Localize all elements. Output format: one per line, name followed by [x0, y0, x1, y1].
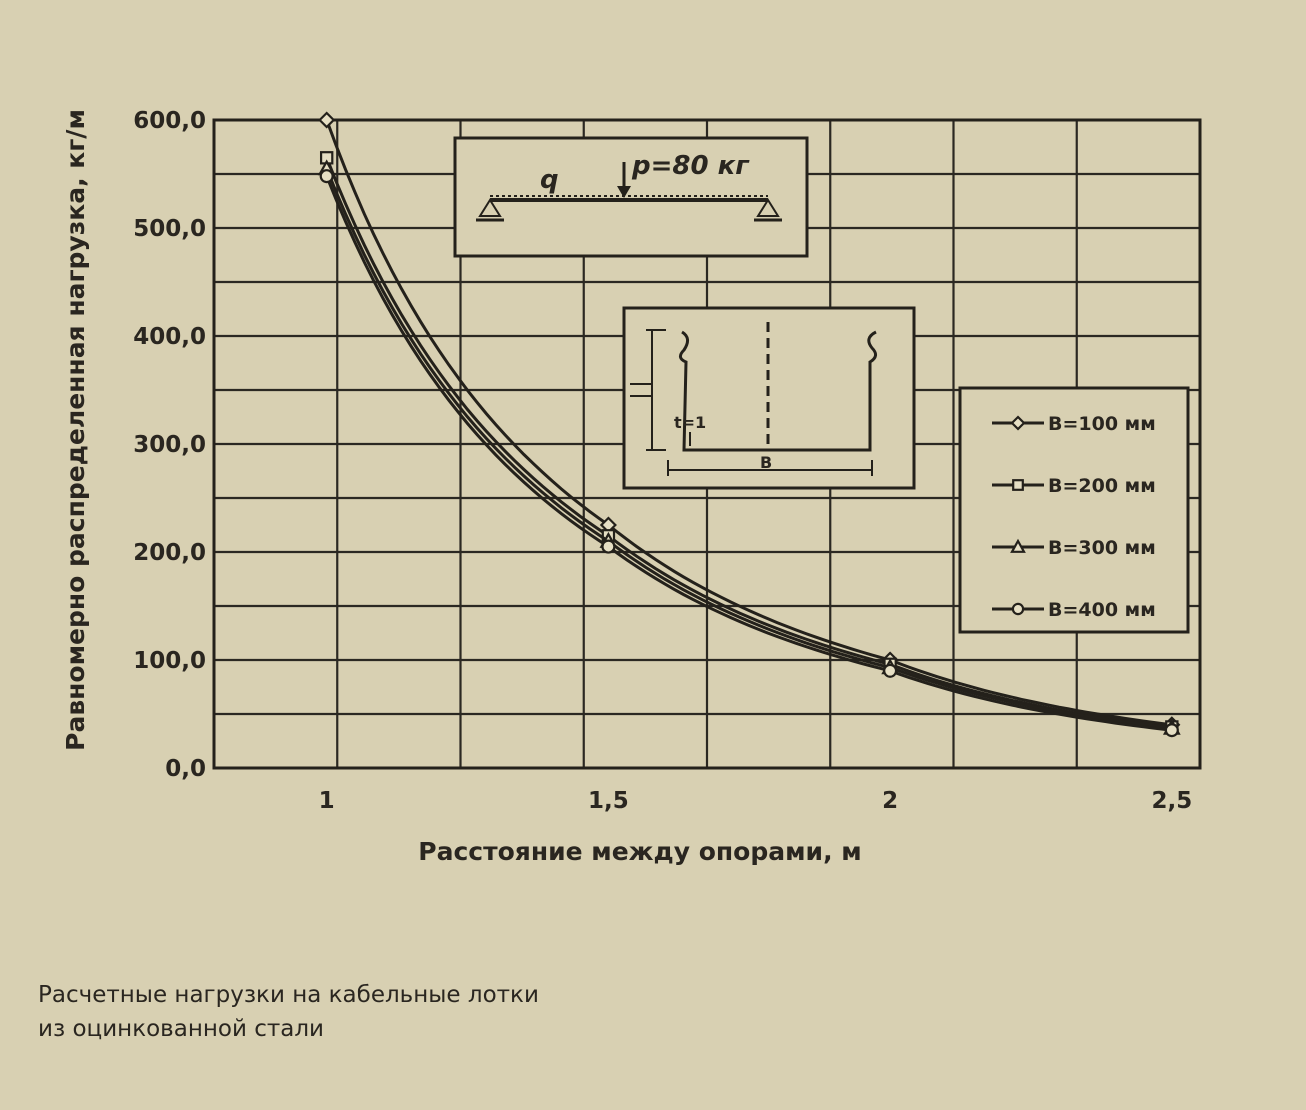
y-axis-title: Равномерно распределенная нагрузка, кг/м: [61, 109, 90, 751]
y-tick-label: 200,0: [133, 540, 206, 566]
legend-item: B=300 мм: [992, 537, 1156, 559]
data-point-marker: [1010, 415, 1026, 431]
data-point-marker: [1164, 723, 1179, 738]
y-axis: 0,0 100,0 200,0 300,0 400,0 500,0 600,0: [133, 108, 206, 782]
y-tick-label: 0,0: [165, 756, 206, 782]
data-point-marker: [601, 539, 616, 554]
legend-label: B=300 мм: [1048, 537, 1156, 559]
data-point-marker: [318, 111, 336, 129]
y-tick-label: 400,0: [133, 324, 206, 350]
series-layer: [317, 111, 1181, 738]
legend-item: B=400 мм: [992, 599, 1156, 621]
series-circle: [319, 169, 1179, 738]
x-tick-label: 1,5: [588, 788, 629, 814]
y-tick-label: 600,0: [133, 108, 206, 134]
tray-profile-icon: [679, 330, 877, 452]
x-axis-title: Расстояние между опорами, м: [418, 837, 861, 866]
p-label: p=80 кг: [631, 151, 750, 181]
thickness-label: t=1: [674, 413, 706, 432]
x-tick-label: 1: [319, 788, 335, 814]
right-support-icon: [756, 198, 780, 217]
y-tick-label: 500,0: [133, 216, 206, 242]
data-point-marker: [1012, 479, 1024, 491]
legend-label: B=200 мм: [1048, 475, 1156, 497]
x-tick-label: 2,5: [1151, 788, 1192, 814]
series-line: [325, 168, 1172, 730]
q-label: q: [540, 165, 559, 195]
point-load-arrowhead: [617, 186, 631, 198]
series-line: [325, 157, 1172, 729]
left-support-icon: [478, 198, 502, 217]
data-point-marker: [883, 663, 898, 678]
plot-frame: [212, 118, 1202, 770]
caption-line-2: из оцинкованной стали: [38, 1016, 325, 1042]
legend-label: B=100 мм: [1048, 413, 1156, 435]
data-point-marker: [319, 169, 334, 184]
legend-item: B=200 мм: [992, 475, 1156, 497]
legend-frame: [958, 386, 1190, 634]
x-axis: 1 1,5 2 2,5: [319, 788, 1193, 814]
legend: B=100 мм B=200 мм B=300 мм B=400 мм: [958, 386, 1190, 634]
data-point-marker: [1010, 538, 1026, 553]
x-tick-label: 2: [882, 788, 898, 814]
series-line: [325, 175, 1172, 732]
load-scheme-inset: q p=80 кг: [453, 136, 809, 258]
series-line: [325, 119, 1172, 727]
y-tick-label: 300,0: [133, 432, 206, 458]
legend-label: B=400 мм: [1048, 599, 1156, 621]
caption-line-1: Расчетные нагрузки на кабельные лотки: [38, 982, 539, 1008]
legend-items: B=100 мм B=200 мм B=300 мм B=400 мм: [992, 413, 1156, 621]
y-tick-label: 100,0: [133, 648, 206, 674]
width-label: B: [760, 453, 772, 472]
legend-item: B=100 мм: [992, 413, 1156, 435]
figure-caption: Расчетные нагрузки на кабельные лотки из…: [38, 978, 738, 1046]
data-point-marker: [1011, 602, 1025, 616]
profile-inset: t=1 B: [622, 306, 916, 490]
